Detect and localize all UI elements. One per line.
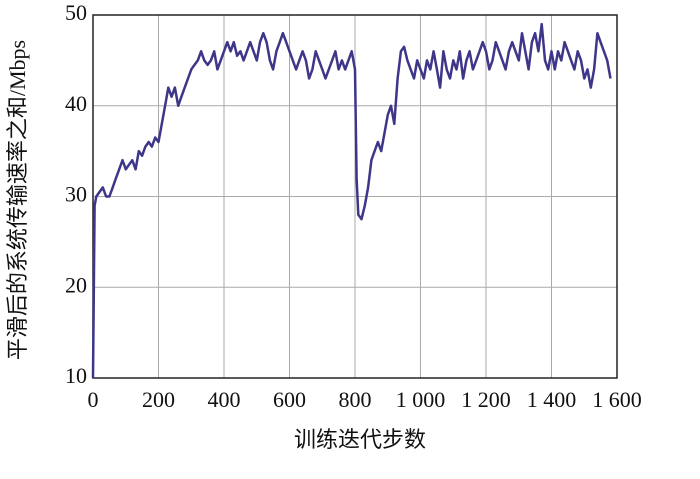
y-tick-label: 10 [65, 363, 87, 388]
x-tick-label: 1 200 [461, 387, 511, 412]
plot-frame [92, 14, 618, 379]
x-tick-label: 1 000 [396, 387, 446, 412]
y-axis-label: 平滑后的系统传输速率之和/Mbps [5, 40, 30, 360]
x-tick-label: 200 [142, 387, 175, 412]
x-tick-label: 1 600 [592, 387, 642, 412]
x-tick-label: 1 400 [527, 387, 577, 412]
y-tick-label: 40 [65, 91, 87, 116]
x-axis-label: 训练迭代步数 [294, 427, 426, 452]
y-tick-label: 50 [65, 0, 87, 25]
y-tick-label: 20 [65, 272, 87, 297]
line-series [91, 22, 612, 379]
y-tick-label: 30 [65, 182, 87, 207]
x-tick-label: 600 [273, 387, 306, 412]
x-tick-label: 0 [88, 387, 99, 412]
x-tick-label: 400 [208, 387, 241, 412]
x-tick-label: 800 [339, 387, 372, 412]
